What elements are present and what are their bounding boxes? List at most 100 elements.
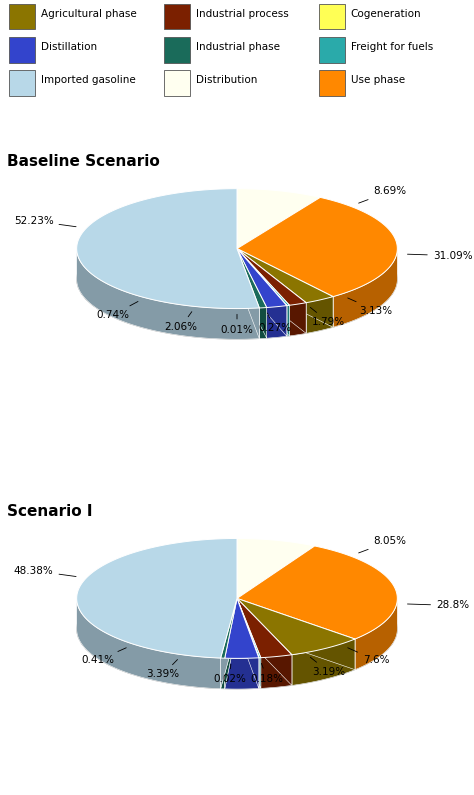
Text: 52.23%: 52.23%	[14, 216, 76, 227]
FancyBboxPatch shape	[319, 70, 345, 95]
Polygon shape	[237, 599, 292, 657]
Polygon shape	[77, 188, 259, 308]
Polygon shape	[237, 249, 306, 333]
Polygon shape	[237, 599, 259, 688]
Text: 0.27%: 0.27%	[258, 313, 291, 333]
Polygon shape	[237, 249, 333, 328]
Text: 8.05%: 8.05%	[359, 536, 407, 553]
FancyBboxPatch shape	[164, 4, 190, 29]
Polygon shape	[237, 188, 320, 249]
Text: Scenario I: Scenario I	[7, 503, 92, 518]
Polygon shape	[292, 639, 355, 685]
Text: 3.19%: 3.19%	[310, 657, 345, 677]
Text: Industrial process: Industrial process	[196, 9, 289, 18]
Polygon shape	[237, 249, 290, 336]
Polygon shape	[237, 599, 261, 657]
Polygon shape	[237, 249, 267, 338]
Polygon shape	[237, 599, 259, 688]
Polygon shape	[237, 249, 259, 339]
Polygon shape	[237, 249, 306, 333]
FancyBboxPatch shape	[164, 70, 190, 95]
Polygon shape	[237, 538, 315, 599]
Text: 3.13%: 3.13%	[348, 298, 392, 316]
Text: 0.74%: 0.74%	[96, 301, 138, 320]
Polygon shape	[77, 538, 237, 658]
Polygon shape	[237, 599, 261, 688]
Text: Freight for fuels: Freight for fuels	[351, 41, 433, 52]
Polygon shape	[237, 197, 397, 297]
Text: Agricultural phase: Agricultural phase	[41, 9, 137, 18]
Text: 0.02%: 0.02%	[213, 664, 246, 684]
Text: 0.01%: 0.01%	[220, 314, 254, 335]
Polygon shape	[290, 303, 306, 336]
FancyBboxPatch shape	[319, 37, 345, 63]
Polygon shape	[220, 599, 237, 658]
Polygon shape	[237, 599, 355, 655]
Polygon shape	[220, 599, 237, 688]
Text: Industrial phase: Industrial phase	[196, 41, 280, 52]
Polygon shape	[355, 599, 397, 669]
Polygon shape	[220, 599, 237, 688]
Polygon shape	[237, 249, 267, 308]
Text: Imported gasoline: Imported gasoline	[41, 75, 136, 85]
Polygon shape	[225, 657, 259, 689]
Text: 28.8%: 28.8%	[408, 600, 469, 611]
Polygon shape	[259, 308, 267, 339]
Polygon shape	[225, 599, 237, 688]
Polygon shape	[237, 249, 287, 336]
Polygon shape	[237, 249, 333, 303]
FancyBboxPatch shape	[9, 37, 35, 63]
Text: 7.6%: 7.6%	[348, 648, 389, 665]
Text: Distillation: Distillation	[41, 41, 97, 52]
Polygon shape	[237, 599, 261, 688]
Text: 2.06%: 2.06%	[164, 312, 198, 332]
Polygon shape	[237, 599, 259, 688]
Polygon shape	[287, 305, 290, 336]
Polygon shape	[237, 599, 355, 669]
Polygon shape	[237, 599, 355, 669]
Polygon shape	[237, 249, 259, 339]
Polygon shape	[237, 599, 292, 685]
Polygon shape	[237, 546, 397, 639]
Polygon shape	[77, 599, 220, 688]
Polygon shape	[225, 599, 237, 688]
Text: Distribution: Distribution	[196, 75, 257, 85]
Text: Use phase: Use phase	[351, 75, 405, 85]
FancyBboxPatch shape	[9, 70, 35, 95]
Polygon shape	[77, 249, 259, 339]
Text: Baseline Scenario: Baseline Scenario	[7, 153, 160, 169]
Polygon shape	[237, 249, 287, 305]
FancyBboxPatch shape	[164, 37, 190, 63]
Polygon shape	[225, 599, 259, 658]
Text: 0.18%: 0.18%	[251, 663, 283, 684]
Text: 48.38%: 48.38%	[14, 566, 76, 576]
Polygon shape	[306, 297, 333, 333]
Polygon shape	[259, 657, 261, 688]
Polygon shape	[267, 305, 287, 338]
Polygon shape	[333, 249, 397, 328]
FancyBboxPatch shape	[9, 4, 35, 29]
Text: 8.69%: 8.69%	[359, 186, 407, 204]
FancyBboxPatch shape	[319, 4, 345, 29]
Text: Cogeneration: Cogeneration	[351, 9, 421, 18]
Polygon shape	[237, 249, 290, 336]
Polygon shape	[237, 249, 306, 305]
Polygon shape	[261, 655, 292, 688]
Polygon shape	[237, 599, 292, 685]
Ellipse shape	[77, 569, 397, 689]
Polygon shape	[237, 249, 267, 338]
Text: 0.41%: 0.41%	[82, 648, 126, 665]
Polygon shape	[237, 599, 259, 657]
Polygon shape	[237, 249, 287, 336]
Polygon shape	[237, 249, 287, 336]
Text: 31.09%: 31.09%	[408, 250, 473, 261]
Polygon shape	[237, 249, 287, 336]
Polygon shape	[237, 599, 259, 688]
Polygon shape	[220, 658, 225, 688]
Polygon shape	[237, 249, 290, 305]
Polygon shape	[237, 249, 287, 308]
Text: 3.39%: 3.39%	[146, 660, 180, 680]
Polygon shape	[237, 249, 333, 328]
Text: 1.79%: 1.79%	[310, 308, 345, 327]
Ellipse shape	[77, 219, 397, 339]
